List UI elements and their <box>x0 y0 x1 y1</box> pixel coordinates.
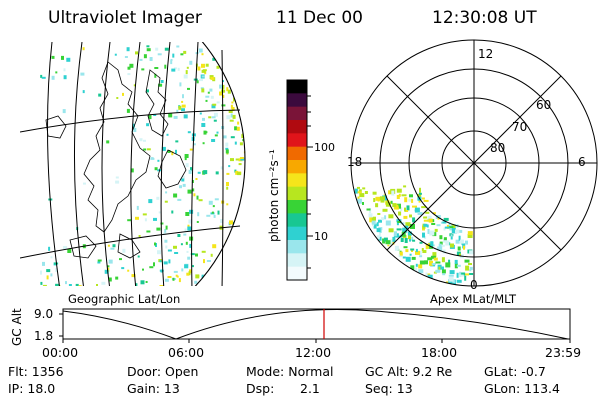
observation-time: 12:30:08 UT <box>432 8 537 28</box>
timeline-x-tick: 00:00 <box>42 345 79 360</box>
mlt-label-noon: 12 <box>478 47 493 61</box>
timeline-x-tick: 23:59 <box>545 345 582 360</box>
instrument-title: Ultraviolet Imager <box>48 8 202 28</box>
color-bar-unit-label: photon cm⁻²s⁻¹ <box>267 149 281 242</box>
timeline-y-tick: 1.8 <box>34 329 53 343</box>
dsp-value: 2.1 <box>300 381 320 396</box>
color-bar-tick-label: 10 <box>314 230 328 243</box>
timeline-x-tick: 18:00 <box>421 345 458 360</box>
lat-label-60: 60 <box>536 98 551 112</box>
coastline-outlines <box>45 61 187 259</box>
geographic-latitude: GLat: -0.7 <box>484 364 546 379</box>
mlt-label-dawn: 6 <box>578 155 586 169</box>
earth-limb <box>194 42 246 286</box>
geographic-longitude: GLon: 113.4 <box>484 381 560 396</box>
color-bar-tick-label: 100 <box>314 141 335 154</box>
geographic-panel <box>20 42 246 286</box>
observation-date: 11 Dec 00 <box>276 8 363 28</box>
mode-status: Mode: Normal <box>246 364 334 379</box>
parallel-lines <box>20 109 241 259</box>
lat-label-80: 80 <box>490 141 505 155</box>
flight-number: Flt: 1356 <box>8 364 64 379</box>
geographic-caption: Geographic Lat/Lon <box>68 292 181 306</box>
color-bar: 100 10 photon cm⁻²s⁻¹ <box>267 79 335 281</box>
polar-panel: 12 18 6 0 60 70 80 <box>347 39 598 292</box>
mlt-label-dusk: 18 <box>347 155 362 169</box>
mlt-label-midnight: 0 <box>470 278 478 292</box>
gc-altitude: GC Alt: 9.2 Re <box>365 364 453 379</box>
ip-value: IP: 18.0 <box>8 381 56 396</box>
meridian-lines <box>47 42 224 286</box>
sequence-number: Seq: 13 <box>365 381 413 396</box>
mlt-spokes <box>351 40 597 286</box>
altitude-timeline: GC Alt 9.0 1.8 <box>10 307 571 346</box>
door-status: Door: Open <box>127 364 199 379</box>
gain-value: Gain: 13 <box>127 381 180 396</box>
timeline-y-label: GC Alt <box>10 308 24 346</box>
polar-caption: Apex MLat/MLT <box>430 292 517 306</box>
timeline-y-tick: 9.0 <box>34 307 53 321</box>
timeline-ticks <box>59 313 571 343</box>
lat-label-70: 70 <box>512 120 527 134</box>
timeline-x-tick: 12:00 <box>295 345 332 360</box>
dsp-label: Dsp: <box>246 381 275 396</box>
altitude-curve <box>62 309 569 340</box>
color-bar-ticks <box>307 95 313 269</box>
timeline-x-tick: 06:00 <box>168 345 205 360</box>
